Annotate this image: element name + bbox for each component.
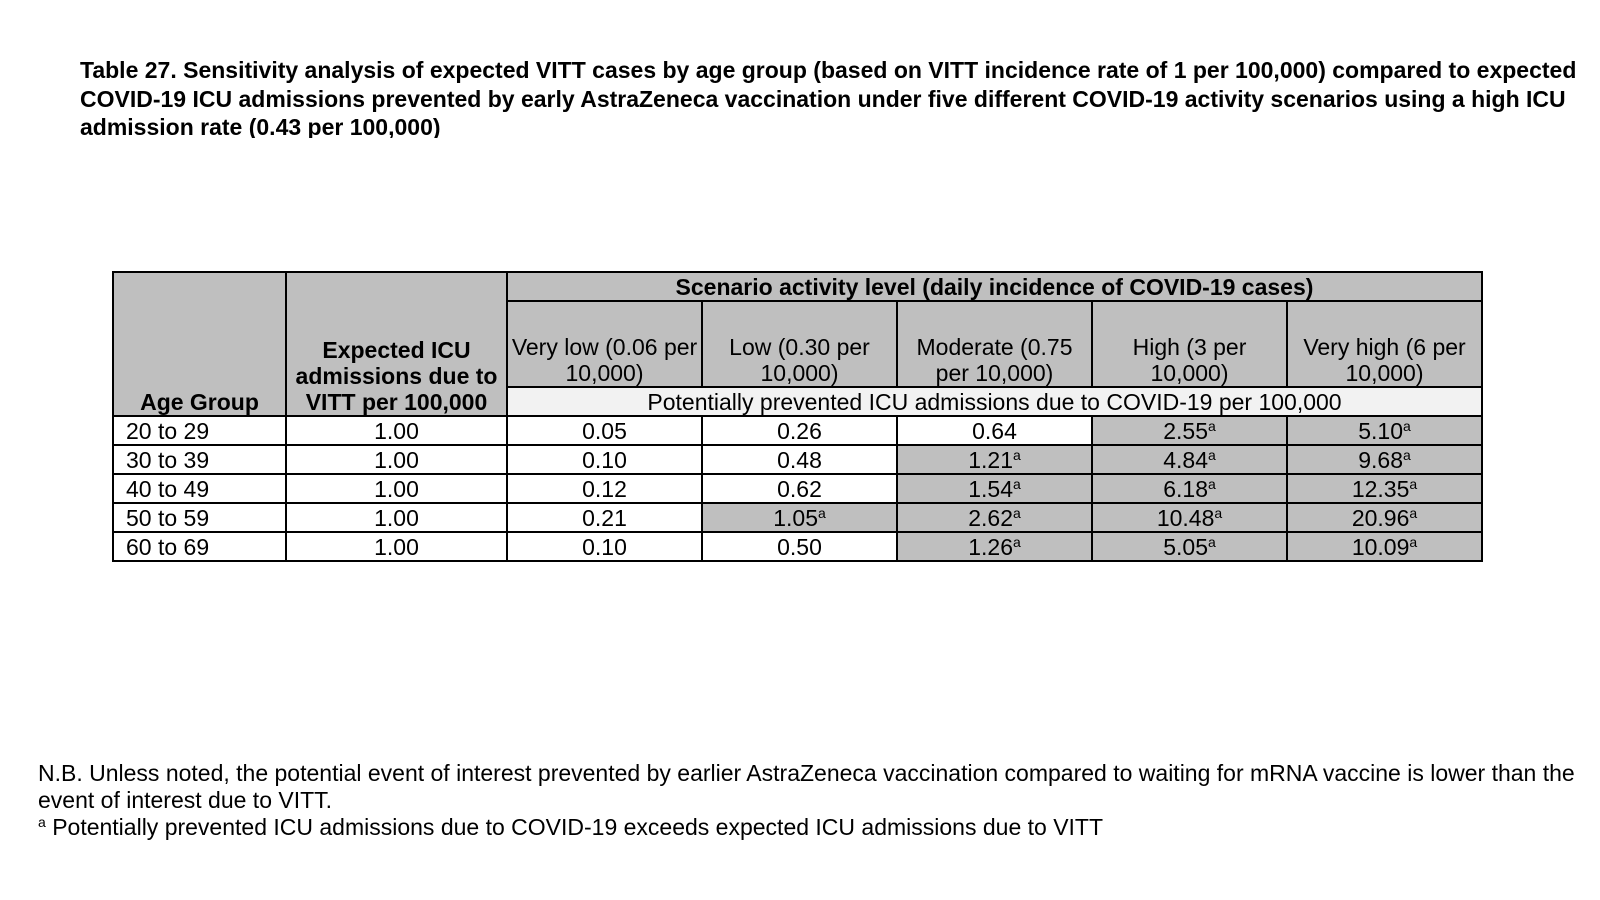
prevented-icu-value: 1.26	[968, 533, 1013, 560]
footnote-marker: a	[1012, 446, 1021, 463]
table-row: 60 to 69 1.00 0.10 0.50 1.26a 5.05a 10.09a	[112, 531, 1483, 562]
prevented-icu-value: 12.35	[1351, 475, 1410, 502]
prevented-icu-value: 0.50	[777, 533, 822, 560]
prevented-icu-cell: 2.55a	[1091, 415, 1288, 446]
prevented-icu-cell: 0.64	[896, 415, 1093, 446]
expected-icu-cell: 1.00	[285, 415, 508, 446]
footnote-marker: a	[1207, 475, 1216, 492]
prevented-icu-cell: 0.21	[506, 502, 703, 533]
prevented-icu-value: 0.05	[582, 417, 627, 444]
prevented-icu-cell: 6.18a	[1091, 473, 1288, 504]
prevented-icu-value: 0.10	[582, 446, 627, 473]
table-row: 30 to 39 1.00 0.10 0.48 1.21a 4.84a 9.68a	[112, 444, 1483, 475]
expected-icu-header: Expected ICU admissions due to VITT per …	[285, 271, 508, 417]
footnote-marker: a	[1402, 417, 1411, 434]
footnote-marker: a	[1207, 533, 1216, 550]
footnote-text: Potentially prevented ICU admissions due…	[52, 814, 1104, 840]
prevented-icu-cell: 1.05a	[701, 502, 898, 533]
footnote-marker: a	[1012, 533, 1021, 550]
prevented-subheader: Potentially prevented ICU admissions due…	[506, 386, 1483, 417]
table-row: 40 to 49 1.00 0.12 0.62 1.54a 6.18a 12.35a	[112, 473, 1483, 504]
expected-icu-cell: 1.00	[285, 444, 508, 475]
prevented-icu-value: 0.62	[777, 475, 822, 502]
table-notes: N.B. Unless noted, the potential event o…	[38, 760, 1578, 841]
prevented-icu-value: 20.96	[1351, 504, 1410, 531]
age-group-cell: 60 to 69	[112, 531, 287, 562]
age-group-cell: 20 to 29	[112, 415, 287, 446]
expected-icu-cell: 1.00	[285, 502, 508, 533]
footnote-marker: a	[1409, 504, 1418, 521]
footnote-marker: a	[1214, 504, 1223, 521]
prevented-icu-cell: 20.96a	[1286, 502, 1483, 533]
scenario-very-high-header: Very high (6 per 10,000)	[1286, 300, 1483, 388]
prevented-icu-cell: 0.12	[506, 473, 703, 504]
footnote-marker: a	[38, 814, 46, 830]
table-caption: Table 27. Sensitivity analysis of expect…	[80, 57, 1577, 138]
scenario-header: Scenario activity level (daily incidence…	[506, 271, 1483, 302]
prevented-icu-cell: 1.54a	[896, 473, 1093, 504]
footnote-marker: a	[1012, 475, 1021, 492]
prevented-icu-value: 1.05	[773, 504, 818, 531]
scenario-high-header: High (3 per 10,000)	[1091, 300, 1288, 388]
age-group-cell: 50 to 59	[112, 502, 287, 533]
footnote-marker: a	[1012, 504, 1021, 521]
expected-icu-cell: 1.00	[285, 531, 508, 562]
footnote-marker: a	[1402, 446, 1411, 463]
age-group-cell: 30 to 39	[112, 444, 287, 475]
prevented-icu-value: 0.26	[777, 417, 822, 444]
nb-note: N.B. Unless noted, the potential event o…	[38, 760, 1575, 813]
sensitivity-table: Age Group Expected ICU admissions due to…	[112, 271, 1483, 562]
prevented-icu-cell: 1.26a	[896, 531, 1093, 562]
age-group-header: Age Group	[112, 271, 287, 417]
prevented-icu-value: 2.55	[1163, 417, 1208, 444]
prevented-icu-cell: 10.48a	[1091, 502, 1288, 533]
prevented-icu-cell: 0.62	[701, 473, 898, 504]
prevented-icu-cell: 0.48	[701, 444, 898, 475]
footnote-marker: a	[817, 504, 826, 521]
prevented-icu-cell: 9.68a	[1286, 444, 1483, 475]
prevented-icu-value: 0.12	[582, 475, 627, 502]
footnote-marker: a	[1207, 417, 1216, 434]
prevented-icu-cell: 10.09a	[1286, 531, 1483, 562]
table-row: 20 to 29 1.00 0.05 0.26 0.64 2.55a 5.10a	[112, 415, 1483, 446]
prevented-icu-value: 9.68	[1358, 446, 1403, 473]
prevented-icu-cell: 5.05a	[1091, 531, 1288, 562]
prevented-icu-value: 0.10	[582, 533, 627, 560]
prevented-icu-cell: 12.35a	[1286, 473, 1483, 504]
footnote-marker: a	[1409, 533, 1418, 550]
prevented-icu-cell: 2.62a	[896, 502, 1093, 533]
prevented-icu-value: 10.48	[1156, 504, 1215, 531]
prevented-icu-value: 10.09	[1351, 533, 1410, 560]
table-body: 20 to 29 1.00 0.05 0.26 0.64 2.55a 5.10a 30 to …	[112, 415, 1483, 562]
prevented-icu-cell: 0.10	[506, 531, 703, 562]
expected-icu-cell: 1.00	[285, 473, 508, 504]
prevented-icu-cell: 1.21a	[896, 444, 1093, 475]
prevented-icu-value: 0.64	[972, 417, 1017, 444]
prevented-icu-cell: 0.10	[506, 444, 703, 475]
prevented-icu-value: 5.10	[1358, 417, 1403, 444]
scenario-moderate-header: Moderate (0.75 per 10,000)	[896, 300, 1093, 388]
scenario-very-low-header: Very low (0.06 per 10,000)	[506, 300, 703, 388]
prevented-icu-value: 1.21	[968, 446, 1013, 473]
prevented-icu-value: 4.84	[1163, 446, 1208, 473]
prevented-icu-cell: 0.26	[701, 415, 898, 446]
footnote-marker: a	[1409, 475, 1418, 492]
age-group-cell: 40 to 49	[112, 473, 287, 504]
prevented-icu-cell: 0.05	[506, 415, 703, 446]
footnote-marker: a	[1207, 446, 1216, 463]
table-row: 50 to 59 1.00 0.21 1.05a 2.62a 10.48a 20.96a	[112, 502, 1483, 533]
prevented-icu-value: 5.05	[1163, 533, 1208, 560]
footnote: a Potentially prevented ICU admissions d…	[38, 814, 1578, 841]
scenario-low-header: Low (0.30 per 10,000)	[701, 300, 898, 388]
prevented-icu-value: 0.21	[582, 504, 627, 531]
prevented-icu-cell: 0.50	[701, 531, 898, 562]
prevented-icu-cell: 5.10a	[1286, 415, 1483, 446]
prevented-icu-value: 0.48	[777, 446, 822, 473]
prevented-icu-cell: 4.84a	[1091, 444, 1288, 475]
prevented-icu-value: 1.54	[968, 475, 1013, 502]
prevented-icu-value: 2.62	[968, 504, 1013, 531]
prevented-icu-value: 6.18	[1163, 475, 1208, 502]
